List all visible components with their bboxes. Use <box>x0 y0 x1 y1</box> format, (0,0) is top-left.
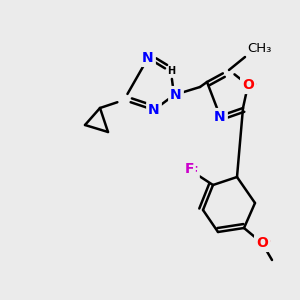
Text: N: N <box>214 110 226 124</box>
Text: N: N <box>148 103 160 117</box>
Text: N: N <box>170 88 182 102</box>
Text: F: F <box>188 165 198 179</box>
Text: N: N <box>170 88 182 102</box>
Text: N: N <box>214 110 226 124</box>
Text: O: O <box>258 235 270 249</box>
Text: O: O <box>256 236 268 250</box>
Text: N: N <box>142 51 154 65</box>
Text: CH₃: CH₃ <box>247 42 272 55</box>
Text: N: N <box>142 51 154 65</box>
Text: O: O <box>244 78 256 92</box>
Text: O: O <box>242 78 254 92</box>
Text: F: F <box>184 162 194 176</box>
Text: H: H <box>167 66 175 76</box>
Text: F: F <box>184 162 194 176</box>
Text: N: N <box>148 103 160 117</box>
